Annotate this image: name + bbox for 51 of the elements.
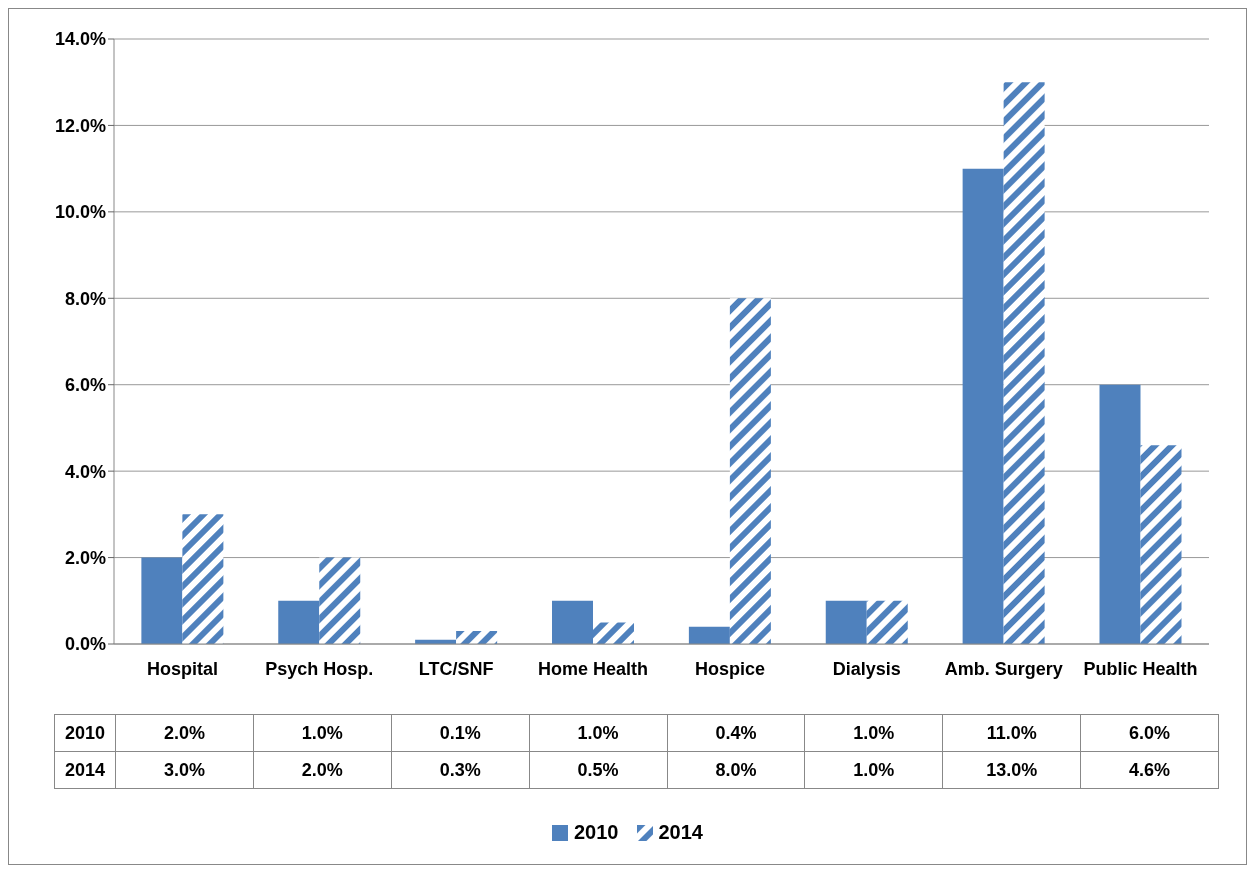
y-tick-label: 0.0%: [64, 634, 106, 655]
y-tick-label: 12.0%: [54, 115, 106, 136]
data-label: 6.0%: [1080, 714, 1219, 752]
y-tick-label: 4.0%: [64, 461, 106, 482]
data-label: 3.0%: [115, 751, 254, 789]
data-label: 4.6%: [1080, 751, 1219, 789]
x-tick-label: Dialysis: [832, 658, 901, 679]
legend-label: 2014: [658, 821, 703, 844]
bar: [825, 600, 867, 644]
y-tick-label: 8.0%: [64, 288, 106, 309]
data-label: 2.0%: [253, 751, 392, 789]
data-label: 11.0%: [942, 714, 1081, 752]
bar: [1140, 445, 1182, 644]
x-tick-label: Public Health: [1083, 658, 1198, 679]
data-label: 1.0%: [804, 751, 943, 789]
x-tick-label: LTC/SNF: [418, 658, 494, 679]
x-tick-label: Home Health: [538, 658, 649, 679]
data-label: 13.0%: [942, 751, 1081, 789]
text: 2014: [64, 759, 106, 780]
bar: [141, 557, 183, 644]
legend-label: 2010: [574, 821, 619, 844]
y-tick-label: 6.0%: [64, 375, 106, 396]
text: 2010: [64, 722, 106, 743]
bar: [278, 600, 320, 644]
y-tick-label: 10.0%: [54, 202, 106, 223]
data-label: 0.1%: [391, 714, 530, 752]
bar: [1003, 82, 1045, 644]
x-tick-label: Hospital: [146, 658, 218, 679]
bar: [552, 600, 593, 644]
bar: [688, 626, 730, 644]
data-label: 8.0%: [667, 751, 805, 789]
bar: [319, 557, 361, 644]
x-tick-label: Amb. Surgery: [944, 658, 1063, 679]
bar: [729, 298, 771, 644]
y-tick-label: 14.0%: [54, 29, 106, 50]
x-tick-label: Hospice: [694, 658, 765, 679]
bar: [593, 622, 634, 644]
data-label: 1.0%: [529, 714, 667, 752]
bar: [866, 600, 908, 644]
x-tick-label: Psych Hosp.: [265, 658, 374, 679]
data-label: 0.4%: [667, 714, 805, 752]
bar: [962, 168, 1004, 644]
data-label: 0.5%: [529, 751, 667, 789]
bar: [456, 631, 498, 644]
data-label: 0.3%: [391, 751, 530, 789]
data-label: 1.0%: [253, 714, 392, 752]
y-tick-label: 2.0%: [64, 547, 106, 568]
data-label: 1.0%: [804, 714, 943, 752]
bar: [182, 514, 224, 644]
bar: [1099, 384, 1141, 644]
data-label: 2.0%: [115, 714, 254, 752]
